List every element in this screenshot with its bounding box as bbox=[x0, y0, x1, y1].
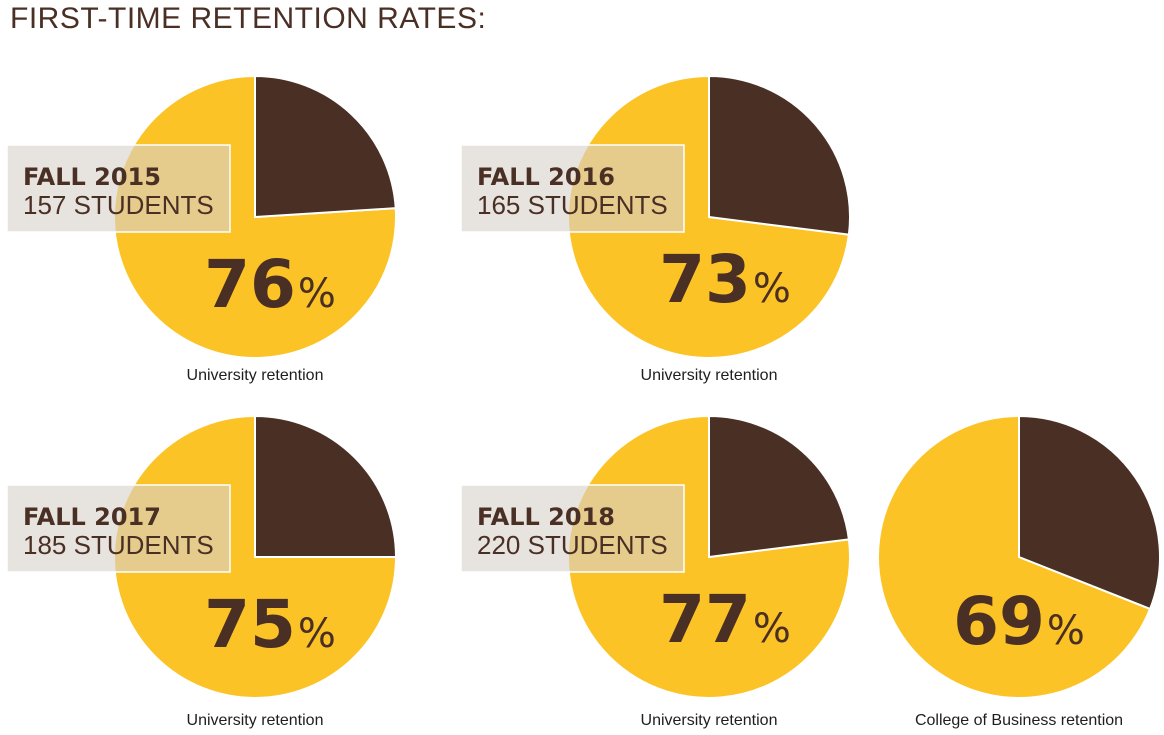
percent-sign: % bbox=[298, 611, 336, 657]
percent-number: 77 bbox=[659, 581, 751, 658]
slice-retained bbox=[877, 415, 1152, 699]
slice-not-retained bbox=[1018, 415, 1161, 610]
percent-sign: % bbox=[753, 606, 791, 652]
pie-chart-5: 69% College of Business retention bbox=[877, 415, 1161, 729]
percent-value: 73% bbox=[659, 241, 791, 318]
student-count: 220 STUDENTS bbox=[477, 530, 668, 560]
chart-caption: University retention bbox=[187, 367, 324, 384]
slice-not-retained bbox=[708, 75, 851, 236]
percent-number: 73 bbox=[659, 241, 751, 318]
chart-caption: College of Business retention bbox=[915, 712, 1123, 729]
percent-value: 69% bbox=[953, 583, 1085, 660]
term-label: FALL 2015 bbox=[23, 163, 161, 191]
slice-not-retained bbox=[254, 75, 397, 218]
percent-sign: % bbox=[753, 266, 791, 312]
percent-value: 75% bbox=[204, 586, 336, 663]
percent-value: 76% bbox=[204, 246, 336, 323]
percent-value: 77% bbox=[659, 581, 791, 658]
student-count: 157 STUDENTS bbox=[23, 190, 214, 220]
chart-caption: University retention bbox=[641, 367, 778, 384]
percent-sign: % bbox=[298, 271, 336, 317]
percent-number: 75 bbox=[204, 586, 296, 663]
label-box bbox=[460, 144, 685, 233]
chart-caption: University retention bbox=[187, 712, 324, 729]
student-count: 165 STUDENTS bbox=[477, 190, 668, 220]
label-box bbox=[6, 484, 231, 573]
percent-number: 69 bbox=[953, 583, 1045, 660]
chart-caption: University retention bbox=[641, 712, 778, 729]
term-label: FALL 2017 bbox=[23, 503, 161, 531]
label-box bbox=[460, 484, 685, 573]
label-box bbox=[6, 144, 231, 233]
percent-number: 76 bbox=[204, 246, 296, 323]
slice-not-retained bbox=[708, 415, 850, 558]
page-title: FIRST-TIME RETENTION RATES: bbox=[10, 2, 487, 35]
slice-not-retained bbox=[254, 415, 397, 558]
percent-sign: % bbox=[1047, 608, 1085, 654]
student-count: 185 STUDENTS bbox=[23, 530, 214, 560]
term-label: FALL 2018 bbox=[477, 503, 615, 531]
term-label: FALL 2016 bbox=[477, 163, 615, 191]
